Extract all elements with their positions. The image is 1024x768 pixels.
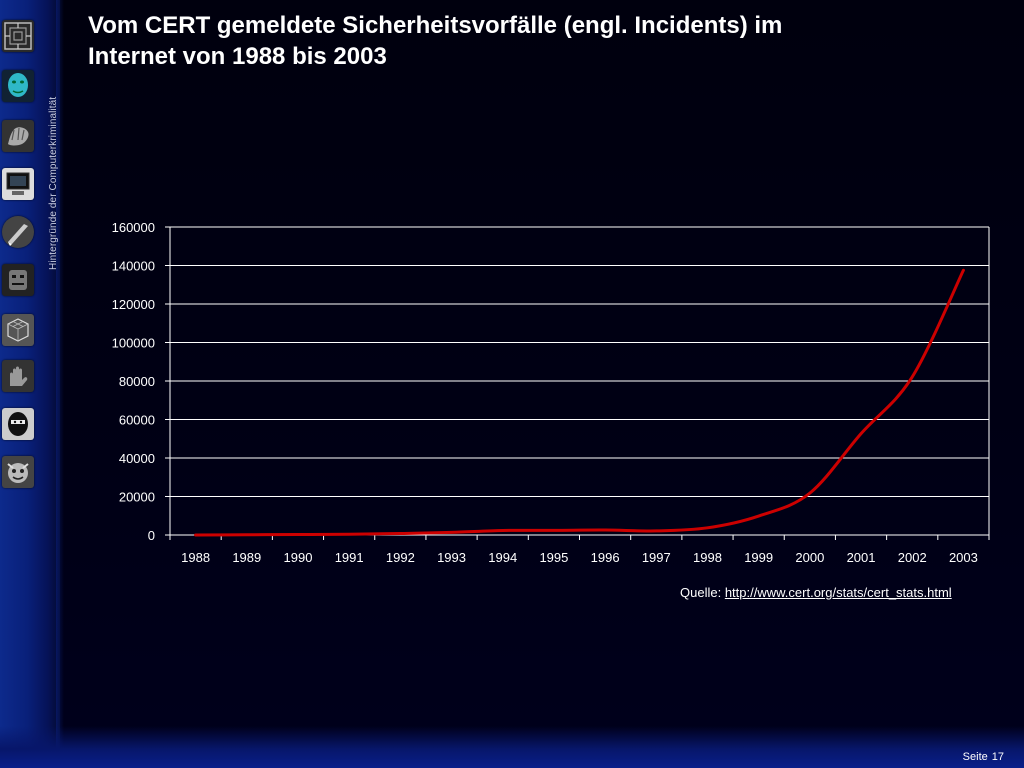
y-tick-label: 80000: [119, 374, 155, 389]
y-tick-label: 160000: [112, 220, 155, 235]
x-tick-label: 1999: [744, 550, 773, 565]
x-tick-label: 1991: [335, 550, 364, 565]
y-tick-label: 40000: [119, 451, 155, 466]
face-icon: [2, 70, 34, 102]
cube-wireframe-icon: [2, 314, 34, 346]
robot-face-icon: [2, 264, 34, 296]
source-label: Quelle:: [680, 585, 722, 600]
masked-face-icon: [2, 408, 34, 440]
circuit-icon: [2, 20, 34, 52]
x-tick-label: 1998: [693, 550, 722, 565]
y-tick-label: 100000: [112, 336, 155, 351]
title-line-2: Internet von 1988 bis 2003: [88, 43, 387, 70]
y-tick-label: 20000: [119, 490, 155, 505]
x-tick-label: 1989: [232, 550, 261, 565]
page-number: Seite 17: [963, 751, 1004, 763]
page-number-value: 17: [991, 751, 1004, 763]
source-note: Quelle: http://www.cert.org/stats/cert_s…: [680, 585, 952, 600]
x-tick-label: 2000: [795, 550, 824, 565]
hand-icon: [2, 120, 34, 152]
y-tick-label: 120000: [112, 297, 155, 312]
bottom-bar: [0, 726, 1024, 768]
y-tick-label: 140000: [112, 259, 155, 274]
clown-face-icon: [2, 456, 34, 488]
y-tick-label: 60000: [119, 413, 155, 428]
hand-grab-icon: [2, 360, 34, 392]
sidebar-edge: [56, 0, 64, 768]
x-tick-label: 1993: [437, 550, 466, 565]
x-tick-label: 1990: [284, 550, 313, 565]
x-tick-label: 1995: [539, 550, 568, 565]
x-tick-label: 1994: [488, 550, 517, 565]
source-link[interactable]: http://www.cert.org/stats/cert_stats.htm…: [724, 585, 952, 600]
title-line-1: Vom CERT gemeldete Sicherheitsvorfälle (…: [88, 12, 783, 39]
y-tick-label: 0: [148, 528, 155, 543]
x-tick-label: 1988: [181, 550, 210, 565]
knife-icon: [2, 216, 34, 248]
x-tick-label: 2002: [898, 550, 927, 565]
computer-icon: [2, 168, 34, 200]
x-tick-label: 1996: [591, 550, 620, 565]
page-title: Vom CERT gemeldete Sicherheitsvorfälle (…: [88, 10, 988, 72]
series-line: [194, 268, 965, 537]
x-tick-label: 2001: [847, 550, 876, 565]
page-label: Seite: [962, 751, 988, 763]
x-tick-label: 1992: [386, 550, 415, 565]
x-tick-label: 1997: [642, 550, 671, 565]
x-tick-label: 2003: [949, 550, 978, 565]
